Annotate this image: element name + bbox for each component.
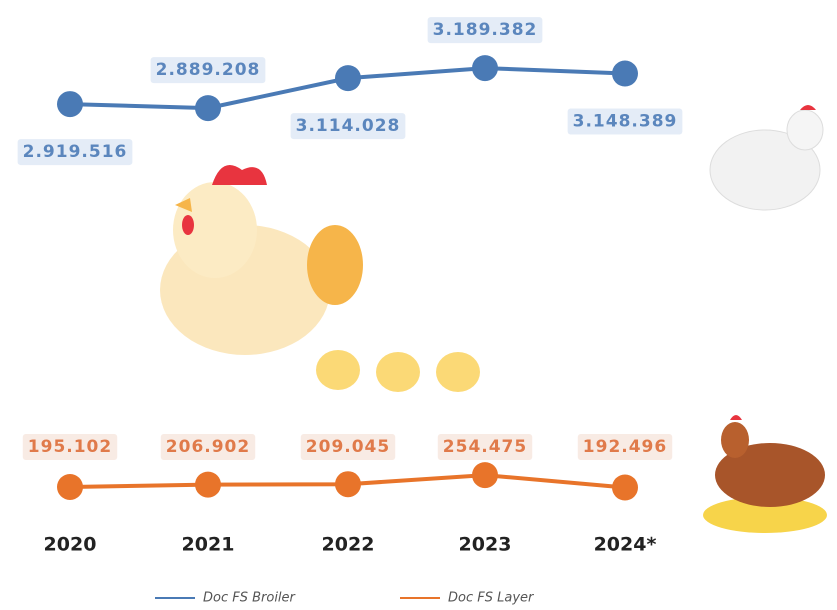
data-point	[195, 95, 221, 122]
illustration-broiler	[709, 105, 824, 211]
x-tick-label: 2024*	[594, 534, 657, 556]
value-label: 254.475	[443, 437, 527, 457]
data-point	[335, 65, 361, 92]
value-label-group: 195.102	[22, 434, 118, 460]
value-label-bg	[160, 434, 256, 460]
value-label: 209.045	[306, 437, 390, 457]
legend-label: Doc FS Broiler	[203, 591, 297, 606]
x-tick-label: 2022	[322, 534, 375, 556]
value-label-group: 3.189.382	[427, 17, 543, 44]
data-point	[57, 473, 83, 500]
value-label-group: 2.889.208	[150, 57, 266, 84]
value-label-bg	[290, 113, 406, 140]
value-label-group: 2.919.516	[17, 139, 133, 166]
value-label-group: 206.902	[160, 434, 256, 460]
x-tick-label: 2021	[182, 534, 235, 556]
value-label-bg	[567, 108, 683, 135]
data-point	[57, 91, 83, 118]
data-point	[335, 471, 361, 498]
value-label-bg	[22, 434, 118, 460]
illustration-hen	[160, 165, 363, 355]
x-tick-label: 2023	[459, 534, 512, 556]
value-label-bg	[150, 57, 266, 84]
value-label: 192.496	[583, 437, 667, 457]
value-label: 2.919.516	[23, 142, 128, 162]
legend-label: Doc FS Layer	[448, 591, 535, 606]
illustration-layer	[703, 415, 827, 533]
value-label: 3.114.028	[296, 116, 401, 136]
value-label-bg	[427, 17, 543, 44]
value-label: 206.902	[166, 437, 250, 457]
data-point	[472, 462, 498, 489]
value-label-group: 254.475	[437, 434, 533, 460]
illustration-chicks	[316, 350, 480, 392]
data-point	[612, 60, 638, 87]
value-label-group: 192.496	[577, 434, 673, 460]
data-point	[612, 474, 638, 501]
value-label: 2.889.208	[156, 60, 261, 80]
value-label-group: 209.045	[300, 434, 396, 460]
value-label-group: 3.114.028	[290, 113, 406, 140]
value-label-group: 3.148.389	[567, 108, 683, 135]
x-tick-label: 2020	[44, 534, 97, 556]
value-label: 195.102	[28, 437, 112, 457]
value-label-bg	[437, 434, 533, 460]
value-label: 3.148.389	[573, 112, 678, 132]
data-point	[472, 55, 498, 82]
value-label-bg	[300, 434, 396, 460]
data-point	[195, 471, 221, 498]
value-label: 3.189.382	[433, 20, 538, 40]
value-label-bg	[17, 139, 133, 166]
value-label-bg	[577, 434, 673, 460]
